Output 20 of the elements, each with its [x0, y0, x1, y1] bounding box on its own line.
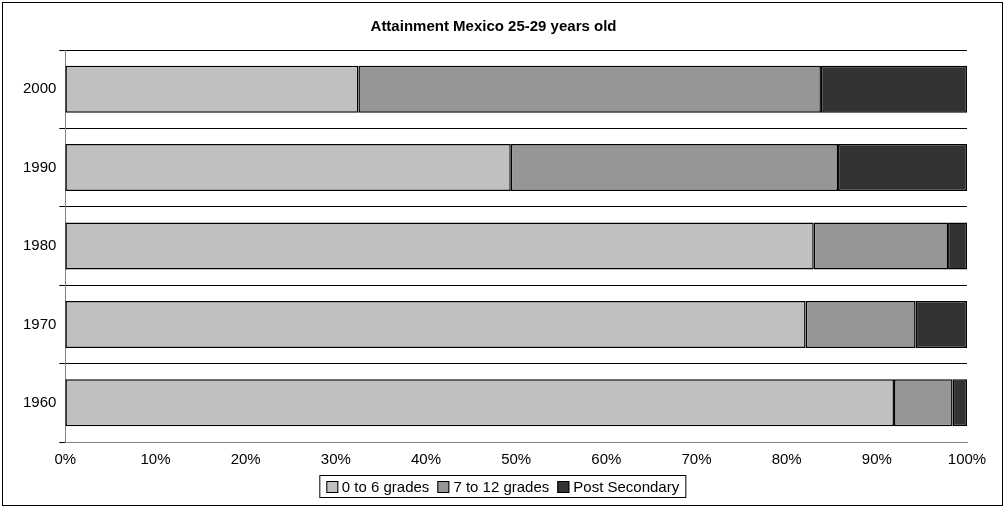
x-tick-label: 60% [591, 450, 622, 468]
legend-label: Post Secondary [573, 478, 680, 495]
y-tick-label: 1990 [22, 157, 57, 175]
x-tick-label: 100% [947, 450, 987, 468]
x-tick-label: 0% [54, 450, 77, 468]
x-tick-label: 30% [320, 450, 351, 468]
legend-label: 0 to 6 grades [341, 478, 430, 495]
x-tick-label: 80% [771, 450, 802, 468]
x-tick-label: 90% [861, 450, 892, 468]
y-tick-label: 1970 [22, 314, 57, 332]
x-tick-label: 10% [140, 450, 171, 468]
y-tick-label: 2000 [22, 79, 57, 97]
chart-title: Attainment Mexico 25-29 years old [370, 17, 617, 35]
y-tick-label: 1960 [22, 392, 57, 410]
x-tick-label: 20% [230, 450, 261, 468]
y-tick-label: 1980 [22, 236, 57, 254]
x-tick-label: 40% [411, 450, 442, 468]
x-tick-label: 70% [681, 450, 712, 468]
legend-label: 7 to 12 grades [453, 478, 550, 495]
x-tick-label: 50% [501, 450, 532, 468]
